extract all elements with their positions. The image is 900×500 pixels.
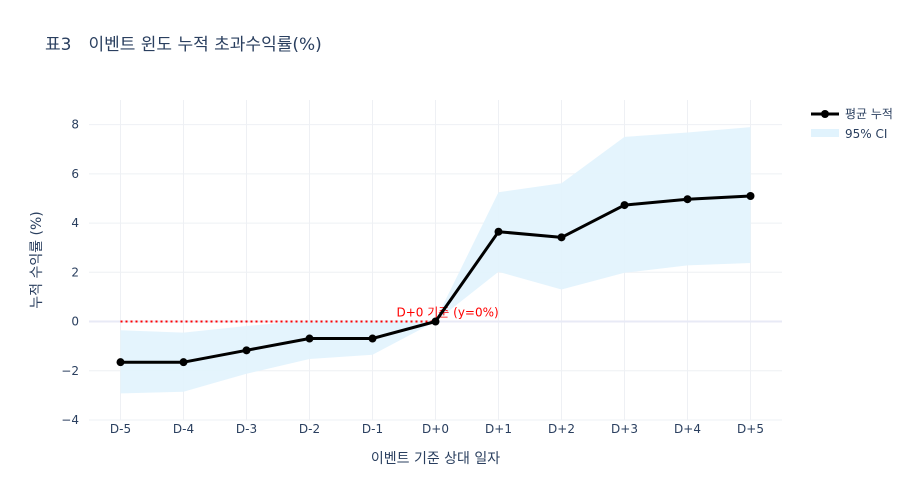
series-point — [179, 358, 188, 367]
reference-layer: D+0 기준 (y=0%) — [120, 306, 499, 323]
legend: 평균 누적 95% CI — [811, 107, 893, 141]
series-point — [683, 195, 692, 204]
series-line-layer — [116, 192, 755, 367]
legend-marker-swatch — [821, 110, 829, 118]
x-tick-label: D+2 — [548, 422, 575, 436]
x-tick-label: D+4 — [674, 422, 701, 436]
chart-title: 표3 이벤트 윈도 누적 초과수익률(%) — [45, 35, 322, 55]
y-tick-label: −4 — [61, 413, 79, 427]
series-point — [620, 201, 629, 210]
series-point — [746, 192, 755, 200]
series-point — [242, 346, 251, 355]
y-tick-label: 2 — [71, 265, 79, 279]
y-axis-title: 누적 수익률 (%) — [29, 211, 45, 309]
y-tick-label: 4 — [71, 216, 79, 230]
series-point — [431, 317, 440, 326]
y-tick-label: 8 — [71, 118, 79, 132]
y-tick-label: 6 — [71, 167, 79, 181]
y-tick-label: 0 — [71, 315, 79, 329]
legend-band-swatch — [811, 129, 839, 137]
x-tick-label: D-5 — [110, 422, 131, 436]
x-tick-label: D+0 — [422, 422, 449, 436]
x-tick-label: D+3 — [611, 422, 638, 436]
y-tick-label: −2 — [61, 364, 79, 378]
series-point — [557, 233, 566, 242]
reference-annotation: D+0 기준 (y=0%) — [397, 306, 499, 320]
tick-layer: D-5 D-4 D-3 D-2 D-1 D+0 D+1 D+2 D+3 D+4 D+5 −4 −2 0 2 4… — [61, 118, 764, 436]
x-tick-label: D-1 — [362, 422, 383, 436]
legend-label-mean: 평균 누적 — [845, 107, 893, 121]
series-point — [494, 227, 503, 236]
ci-band-layer — [120, 127, 751, 394]
x-axis-title: 이벤트 기준 상대 일자 — [371, 451, 500, 467]
ci-band — [120, 127, 751, 394]
x-tick-label: D-2 — [299, 422, 320, 436]
series-point — [305, 334, 314, 343]
x-tick-label: D+5 — [737, 422, 764, 436]
series-point — [116, 358, 125, 367]
x-tick-label: D-3 — [236, 422, 257, 436]
x-tick-label: D-4 — [173, 422, 194, 436]
legend-label-ci: 95% CI — [845, 127, 887, 141]
x-tick-label: D+1 — [485, 422, 512, 436]
series-point — [368, 334, 377, 343]
